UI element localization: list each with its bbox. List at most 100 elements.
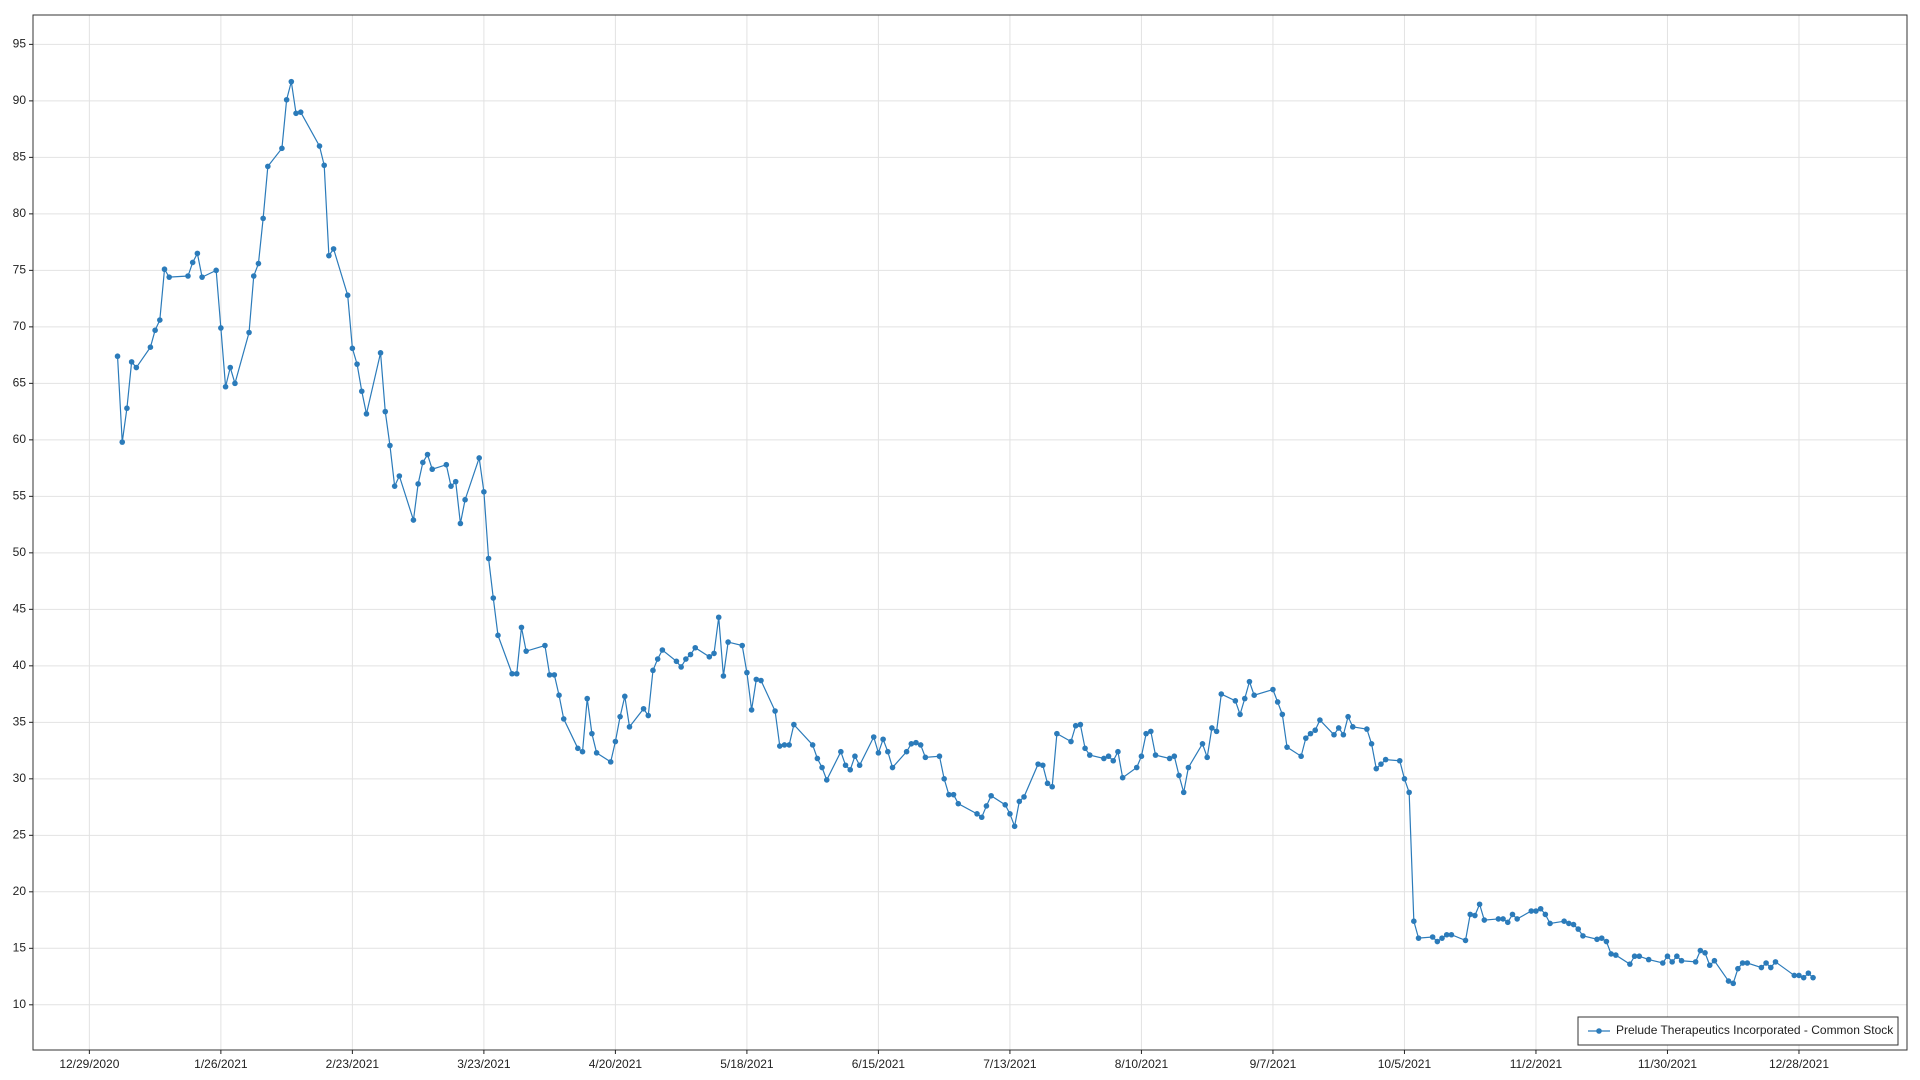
data-point (683, 656, 689, 662)
x-tick-label: 9/7/2021 (1250, 1057, 1297, 1071)
data-point (791, 721, 797, 728)
data-point (1072, 722, 1079, 729)
data-point (1674, 953, 1680, 960)
data-point (152, 327, 158, 334)
x-tick-label: 5/18/2021 (720, 1057, 774, 1071)
x-tick-label: 11/30/2021 (1638, 1057, 1697, 1071)
data-point (1298, 753, 1304, 760)
data-point (1631, 953, 1638, 960)
data-point (1331, 731, 1337, 738)
data-point (1533, 908, 1539, 914)
data-point (1692, 959, 1699, 965)
data-point (279, 145, 285, 152)
data-point (119, 439, 126, 445)
data-point (222, 383, 229, 390)
data-point (1439, 935, 1445, 941)
data-point (814, 755, 821, 762)
data-point (983, 803, 990, 809)
data-point (1270, 686, 1276, 693)
data-point (297, 109, 304, 115)
data-point (513, 670, 520, 677)
data-point (429, 466, 436, 473)
data-point (133, 364, 140, 371)
data-point (1401, 776, 1408, 782)
x-tick-label: 6/15/2021 (852, 1057, 906, 1071)
data-point (706, 653, 713, 660)
legend-label: Prelude Therapeutics Incorporated - Comm… (1616, 1023, 1894, 1037)
data-point (1758, 964, 1765, 971)
data-point (1340, 731, 1347, 738)
data-point (1467, 911, 1474, 918)
data-point (410, 517, 417, 523)
data-point (1204, 754, 1210, 761)
data-point (344, 292, 351, 299)
data-point (1476, 901, 1483, 908)
data-point (316, 143, 323, 149)
data-point (852, 753, 858, 760)
data-point (1739, 960, 1746, 966)
data-point (1021, 794, 1027, 800)
data-point (1791, 972, 1798, 979)
data-point (1364, 726, 1370, 732)
y-tick-label: 10 (13, 997, 27, 1011)
data-point (1148, 728, 1154, 735)
data-point (1603, 938, 1610, 945)
data-point (650, 667, 656, 674)
data-point (748, 707, 755, 713)
data-point (1086, 752, 1093, 758)
data-point (1110, 757, 1117, 764)
data-point (128, 359, 135, 365)
data-point (1101, 755, 1107, 762)
data-point (725, 639, 731, 645)
x-tick-label: 12/29/2020 (59, 1057, 119, 1071)
data-point (1077, 721, 1084, 728)
x-tick-label: 3/23/2021 (457, 1057, 511, 1071)
data-point (1199, 740, 1206, 747)
data-point (880, 736, 886, 743)
data-point (1274, 699, 1281, 705)
data-point (1730, 980, 1737, 987)
data-point (518, 624, 525, 631)
data-point (950, 791, 957, 798)
data-point (1627, 961, 1633, 967)
data-point (1547, 920, 1553, 927)
y-tick-label: 30 (13, 771, 27, 785)
data-point (448, 483, 454, 489)
data-point (1317, 717, 1323, 723)
data-point (1378, 761, 1384, 767)
data-point (147, 344, 154, 350)
data-point (936, 753, 943, 760)
data-point (1495, 916, 1502, 922)
data-point (1608, 951, 1614, 957)
data-point (1382, 756, 1389, 763)
data-point (194, 250, 201, 257)
data-point (420, 459, 426, 466)
data-point (1396, 757, 1403, 764)
data-point (556, 692, 562, 699)
y-tick-label: 40 (13, 658, 27, 672)
data-point (1049, 783, 1055, 790)
data-point (523, 648, 529, 654)
data-point (218, 325, 224, 331)
x-tick-label: 4/20/2021 (589, 1057, 643, 1071)
x-tick-label: 12/28/2021 (1769, 1057, 1829, 1071)
data-point (1443, 931, 1450, 938)
data-point (1312, 727, 1319, 734)
data-point (988, 792, 994, 799)
data-point (1133, 764, 1140, 771)
data-point (1725, 978, 1732, 984)
data-point (1537, 905, 1544, 912)
data-point (476, 455, 482, 461)
data-point (1594, 936, 1600, 943)
data-point (283, 96, 290, 103)
data-point (1218, 691, 1225, 697)
data-point (1241, 695, 1248, 702)
data-point (786, 742, 792, 748)
data-point (579, 748, 586, 755)
x-tick-label: 2/23/2021 (326, 1057, 380, 1071)
grid (33, 15, 1907, 1050)
data-point (1810, 974, 1816, 981)
data-point (917, 742, 924, 748)
data-point (1082, 745, 1088, 752)
data-point (1176, 772, 1182, 779)
